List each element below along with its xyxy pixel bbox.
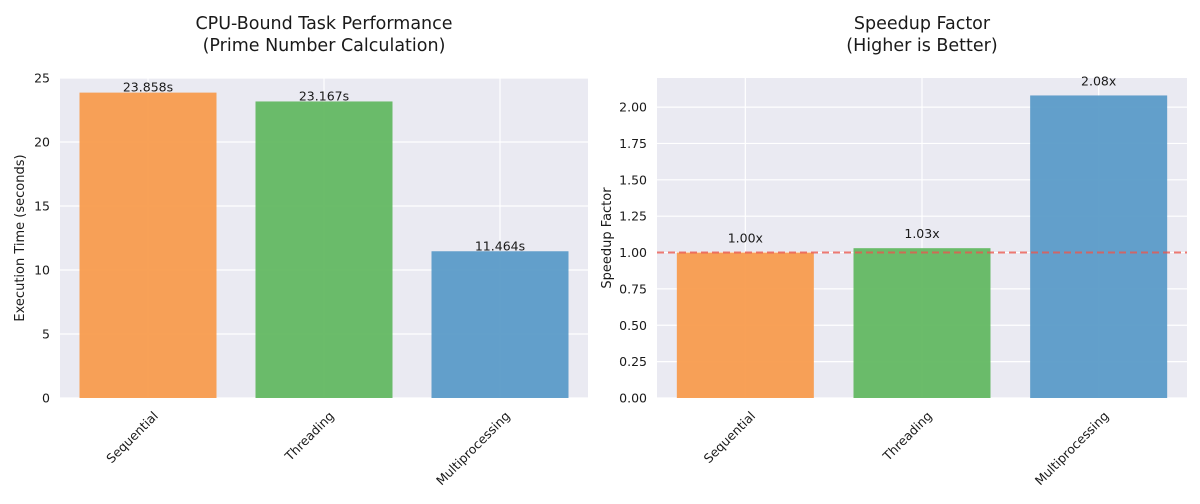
y-tick-label: 0.00 (619, 391, 647, 406)
x-tick-label: Threading (879, 408, 935, 464)
y-tick-label: 1.00 (619, 245, 647, 260)
data-label: 23.167s (299, 88, 349, 103)
data-label: 11.464s (475, 238, 525, 253)
data-label: 23.858s (123, 80, 173, 95)
y-tick-label: 10 (34, 263, 50, 278)
y-tick-label: 1.25 (619, 209, 647, 224)
x-tick-label: Multiprocessing (1032, 408, 1112, 488)
x-tick-label: Sequential (103, 408, 161, 466)
bar-multiprocessing (1030, 95, 1168, 399)
x-tick-label: Threading (281, 408, 337, 464)
bar-sequential (676, 252, 814, 398)
y-tick-label: 1.75 (619, 136, 647, 151)
y-tick-label: 1.50 (619, 172, 647, 187)
y-tick-label: 5 (42, 327, 50, 342)
y-tick-label: 0.75 (619, 281, 647, 296)
y-tick-label: 20 (34, 135, 50, 150)
chart-panel-2: 1.00x 1.03x 2.08x 0.00 0.25 0.50 0.75 1.00 1.25 1… (600, 14, 1187, 488)
bar-sequential (79, 92, 217, 398)
y-tick-label: 25 (34, 71, 50, 86)
chart-title-line: CPU-Bound Task Performance (195, 14, 452, 34)
chart-title-line: (Prime Number Calculation) (203, 36, 446, 56)
y-axis-label: Execution Time (seconds) (13, 154, 28, 321)
y-tick-label: 0.50 (619, 318, 647, 333)
y-tick-label: 0.25 (619, 354, 647, 369)
bar-threading (853, 248, 991, 398)
data-label: 1.03x (904, 226, 939, 241)
data-label: 1.00x (728, 231, 763, 246)
y-tick-label: 2.00 (619, 100, 647, 115)
x-tick-label: Sequential (701, 408, 759, 466)
chart-title-line: (Higher is Better) (846, 36, 997, 56)
y-axis-label: Speedup Factor (600, 187, 615, 289)
y-tick-label: 0 (42, 391, 50, 406)
chart-title-line: Speedup Factor (854, 14, 991, 34)
x-tick-label: Multiprocessing (433, 408, 513, 488)
bar-multiprocessing (431, 251, 569, 398)
bar-threading (255, 101, 393, 398)
y-tick-label: 15 (34, 199, 50, 214)
data-label: 2.08x (1081, 73, 1116, 88)
chart-panel-1: 23.858s 23.167s 11.464s 0 5 10 15 20 25 Sequentia… (13, 14, 588, 488)
